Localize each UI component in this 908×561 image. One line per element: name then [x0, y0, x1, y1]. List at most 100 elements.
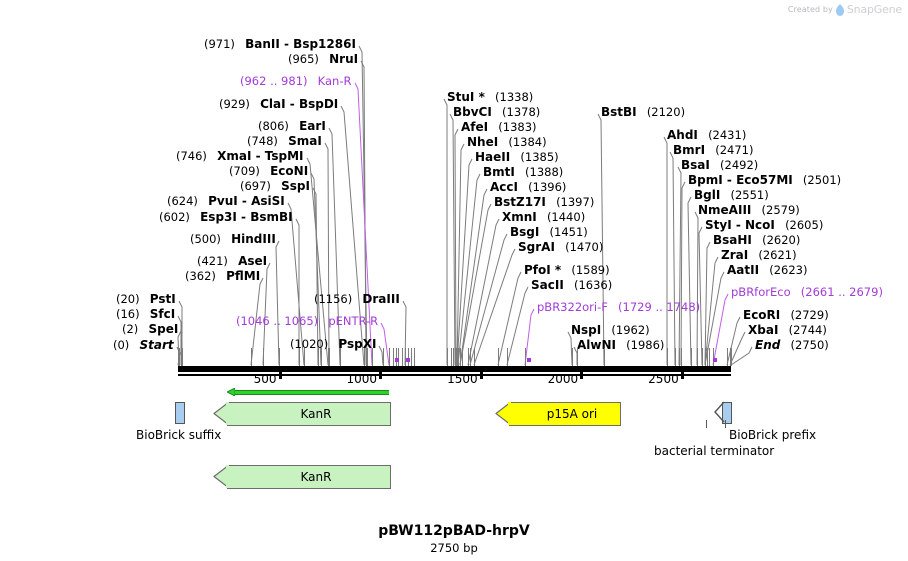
site-label[interactable]: (602) Esp3I - BsmBI [159, 208, 293, 224]
site-tick[interactable] [498, 348, 499, 366]
biobrick-box[interactable] [175, 402, 185, 424]
site-label[interactable]: (624) PvuI - AsiSI [167, 192, 285, 208]
site-tick[interactable] [457, 348, 458, 366]
site-label[interactable]: (709) EcoNI [229, 162, 308, 178]
site-tick[interactable] [458, 348, 459, 366]
site-label[interactable]: (0) Start [113, 336, 174, 352]
site-label[interactable]: (362) PflMI [185, 267, 260, 283]
site-label[interactable]: pBRforEco (2661 .. 2679) [731, 283, 883, 299]
site-tick[interactable] [730, 348, 731, 366]
site-tick[interactable] [328, 348, 329, 366]
site-label[interactable]: SacII (1636) [531, 276, 612, 292]
primer-tick[interactable] [406, 358, 410, 362]
site-label[interactable]: NmeAIII (2579) [698, 201, 800, 217]
site-tick[interactable] [182, 348, 183, 366]
site-tick[interactable] [727, 348, 728, 366]
site-tick[interactable] [731, 348, 732, 366]
site-tick[interactable] [318, 348, 319, 366]
small-feature-label[interactable]: BioBrick prefix [729, 428, 817, 442]
site-tick[interactable] [179, 348, 180, 366]
site-tick[interactable] [713, 348, 714, 366]
site-tick[interactable] [364, 348, 365, 366]
site-tick[interactable] [389, 348, 390, 366]
site-label[interactable]: NheI (1384) [467, 133, 547, 149]
site-tick[interactable] [453, 348, 454, 366]
site-label[interactable]: NspI (1962) [571, 321, 650, 337]
site-label[interactable]: (20) PstI [116, 290, 176, 306]
site-tick[interactable] [667, 348, 668, 366]
site-label[interactable]: BpmI - Eco57MI (2501) [688, 171, 841, 187]
site-tick[interactable] [393, 348, 394, 366]
site-tick[interactable] [709, 348, 710, 366]
site-tick[interactable] [462, 348, 463, 366]
site-tick[interactable] [468, 348, 469, 366]
site-tick[interactable] [299, 348, 300, 366]
site-label[interactable]: BsaI (2492) [681, 156, 758, 172]
site-tick[interactable] [329, 348, 330, 366]
site-label[interactable]: (929) ClaI - BspDI [219, 95, 338, 111]
site-tick[interactable] [697, 348, 698, 366]
biobrick-box[interactable] [722, 402, 732, 424]
site-label[interactable]: BmtI (1388) [483, 163, 563, 179]
site-label[interactable]: BglI (2551) [694, 186, 769, 202]
feature-arrow[interactable]: KanR [213, 402, 391, 426]
site-label[interactable]: ZraI (2621) [721, 246, 797, 262]
site-tick[interactable] [366, 348, 367, 366]
primer-tick[interactable] [395, 358, 399, 362]
feature-arrow[interactable]: KanR [213, 465, 391, 489]
site-tick[interactable] [383, 348, 384, 366]
site-tick[interactable] [604, 348, 605, 366]
site-tick[interactable] [279, 348, 280, 366]
site-label[interactable]: (971) BanII - Bsp1286I [204, 35, 356, 51]
site-label[interactable]: (1020) PspXI [290, 335, 376, 351]
primer-tick[interactable] [527, 358, 531, 362]
site-tick[interactable] [675, 348, 676, 366]
site-tick[interactable] [414, 348, 415, 366]
site-tick[interactable] [411, 348, 412, 366]
site-label[interactable]: XbaI (2744) [748, 321, 827, 337]
site-label[interactable]: SgrAI (1470) [518, 238, 603, 254]
site-tick[interactable] [456, 348, 457, 366]
site-label[interactable]: (1046 .. 1065) pENTR-R [236, 312, 378, 328]
site-tick[interactable] [396, 348, 397, 366]
site-tick[interactable] [705, 348, 706, 366]
site-tick[interactable] [178, 348, 179, 366]
site-tick[interactable] [398, 348, 399, 366]
site-label[interactable]: (421) AseI [197, 252, 267, 268]
site-tick[interactable] [340, 348, 341, 366]
site-label[interactable]: BbvCI (1378) [453, 103, 540, 119]
site-label[interactable]: BsgI (1451) [510, 223, 588, 239]
site-label[interactable]: (806) EarI [258, 117, 326, 133]
site-label[interactable]: BstBI (2120) [601, 103, 685, 119]
site-tick[interactable] [451, 348, 452, 366]
site-tick[interactable] [702, 348, 703, 366]
site-tick[interactable] [321, 348, 322, 366]
small-feature-label[interactable]: BioBrick suffix [136, 428, 222, 442]
site-label[interactable]: (2) SpeI [122, 320, 178, 336]
primer-tick[interactable] [713, 358, 717, 362]
site-label[interactable]: AccI (1396) [490, 178, 566, 194]
site-tick[interactable] [447, 348, 448, 366]
site-label[interactable]: (965) NruI [288, 50, 358, 66]
site-tick[interactable] [367, 348, 368, 366]
sequence-backbone[interactable] [178, 366, 731, 372]
site-tick[interactable] [455, 348, 456, 366]
site-label[interactable]: (500) HindIII [190, 230, 276, 246]
site-tick[interactable] [681, 348, 682, 366]
site-tick[interactable] [408, 348, 409, 366]
site-label[interactable]: AatII (2623) [727, 261, 807, 277]
site-label[interactable]: AfeI (1383) [461, 118, 537, 134]
site-label[interactable]: BmrI (2471) [673, 141, 753, 157]
site-tick[interactable] [507, 348, 508, 366]
site-tick[interactable] [460, 348, 461, 366]
site-label[interactable]: BsaHI (2620) [713, 231, 800, 247]
site-tick[interactable] [263, 348, 264, 366]
site-label[interactable]: (1156) DraIII [314, 290, 400, 306]
site-label[interactable]: EcoRI (2729) [743, 306, 829, 322]
site-label[interactable]: (16) SfcI [116, 305, 175, 321]
site-label[interactable]: XmnI (1440) [502, 208, 585, 224]
site-tick[interactable] [304, 348, 305, 366]
site-tick[interactable] [402, 348, 403, 366]
site-tick[interactable] [525, 348, 526, 366]
translation-track[interactable] [227, 388, 389, 396]
